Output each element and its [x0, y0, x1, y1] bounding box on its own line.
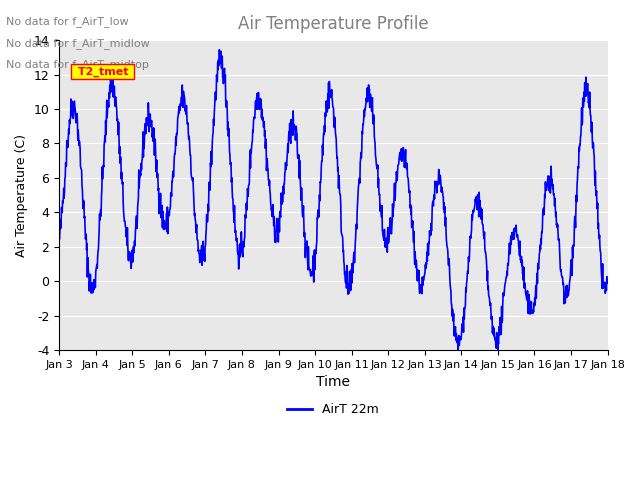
X-axis label: Time: Time [316, 375, 350, 389]
Text: No data for f_AirT_midlow: No data for f_AirT_midlow [6, 37, 150, 48]
Text: No data for f_AirT_midtop: No data for f_AirT_midtop [6, 59, 149, 70]
Title: Air Temperature Profile: Air Temperature Profile [238, 15, 429, 33]
Text: No data for f_AirT_low: No data for f_AirT_low [6, 16, 129, 27]
Text: T2_tmet: T2_tmet [74, 66, 132, 77]
Legend: AirT 22m: AirT 22m [282, 398, 384, 421]
Y-axis label: Air Temperature (C): Air Temperature (C) [15, 133, 28, 257]
